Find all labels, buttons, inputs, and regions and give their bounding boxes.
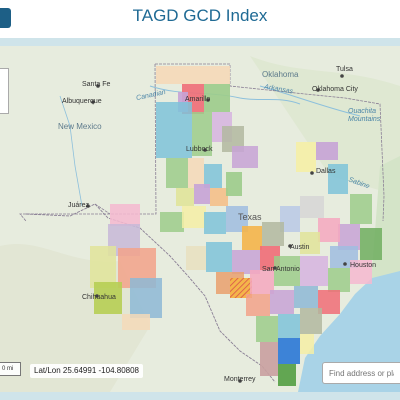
label-chihuahua: Chihuahua xyxy=(82,294,116,301)
coordinates-readout: Lat/Lon 25.64991 -104.80808 xyxy=(30,364,143,378)
basemap[interactable] xyxy=(0,46,400,392)
page-title: TAGD GCD Index xyxy=(132,6,268,25)
label-oklahoma-city: Oklahoma City xyxy=(312,86,358,93)
label-san-antonio: San Antonio xyxy=(262,266,300,273)
search-input[interactable] xyxy=(322,362,400,384)
label-tulsa: Tulsa xyxy=(336,66,353,73)
label-dallas: Dallas xyxy=(316,168,336,175)
label-lubbock: Lubbock xyxy=(186,146,213,153)
label-houston: Houston xyxy=(350,262,377,269)
label-texas: Texas xyxy=(238,212,262,222)
zoom-control[interactable] xyxy=(0,68,9,114)
label-amarillo: Amarillo xyxy=(185,96,211,103)
header: TAGD GCD Index xyxy=(0,0,400,38)
label-santa-fe: Santa Fe xyxy=(82,81,111,88)
label-monterrey: Monterrey xyxy=(224,376,256,383)
menu-button[interactable] xyxy=(0,8,11,28)
label-new-mexico: New Mexico xyxy=(58,122,102,131)
gulf-water xyxy=(298,271,400,392)
label-albuquerque: Albuquerque xyxy=(62,98,102,105)
scale-bar: 0 mi xyxy=(0,362,21,376)
label-juarez: Juárez xyxy=(68,202,90,209)
label-oklahoma: Oklahoma xyxy=(262,70,299,79)
label-austin: Austin xyxy=(290,244,310,251)
map-view[interactable]: Santa Fe Albuquerque New Mexico Oklahoma… xyxy=(0,46,400,392)
label-ouachita-mountains: Ouachita Mountains xyxy=(348,108,381,123)
